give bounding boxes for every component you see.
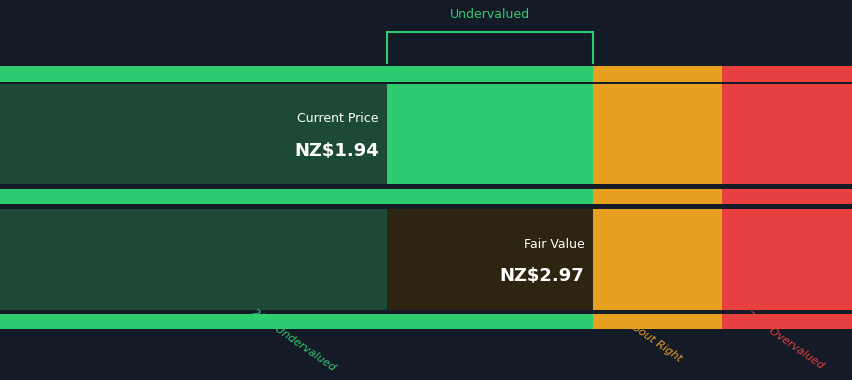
Text: 20% Overvalued: 20% Overvalued — [743, 310, 825, 371]
Bar — [722, 209, 852, 310]
Bar — [0, 66, 592, 82]
Text: Undervalued: Undervalued — [450, 8, 529, 21]
Bar — [592, 314, 722, 329]
Bar — [0, 84, 387, 184]
Bar — [592, 189, 722, 204]
Bar — [387, 209, 592, 310]
Bar — [0, 314, 592, 329]
Bar — [0, 209, 387, 310]
Bar — [722, 189, 852, 204]
Text: Current Price: Current Price — [296, 112, 378, 125]
Text: NZ$1.94: NZ$1.94 — [294, 142, 378, 160]
Bar — [592, 84, 722, 184]
Bar — [722, 66, 852, 82]
Bar — [0, 189, 592, 204]
Bar — [0, 209, 592, 310]
Text: NZ$2.97: NZ$2.97 — [499, 268, 584, 285]
Text: Fair Value: Fair Value — [523, 238, 584, 251]
Text: 20% Undervalued: 20% Undervalued — [250, 308, 337, 373]
Bar — [0, 84, 592, 184]
Bar — [592, 66, 722, 82]
Bar — [592, 209, 722, 310]
Text: About Right: About Right — [625, 317, 684, 363]
Bar — [722, 84, 852, 184]
Bar — [722, 314, 852, 329]
